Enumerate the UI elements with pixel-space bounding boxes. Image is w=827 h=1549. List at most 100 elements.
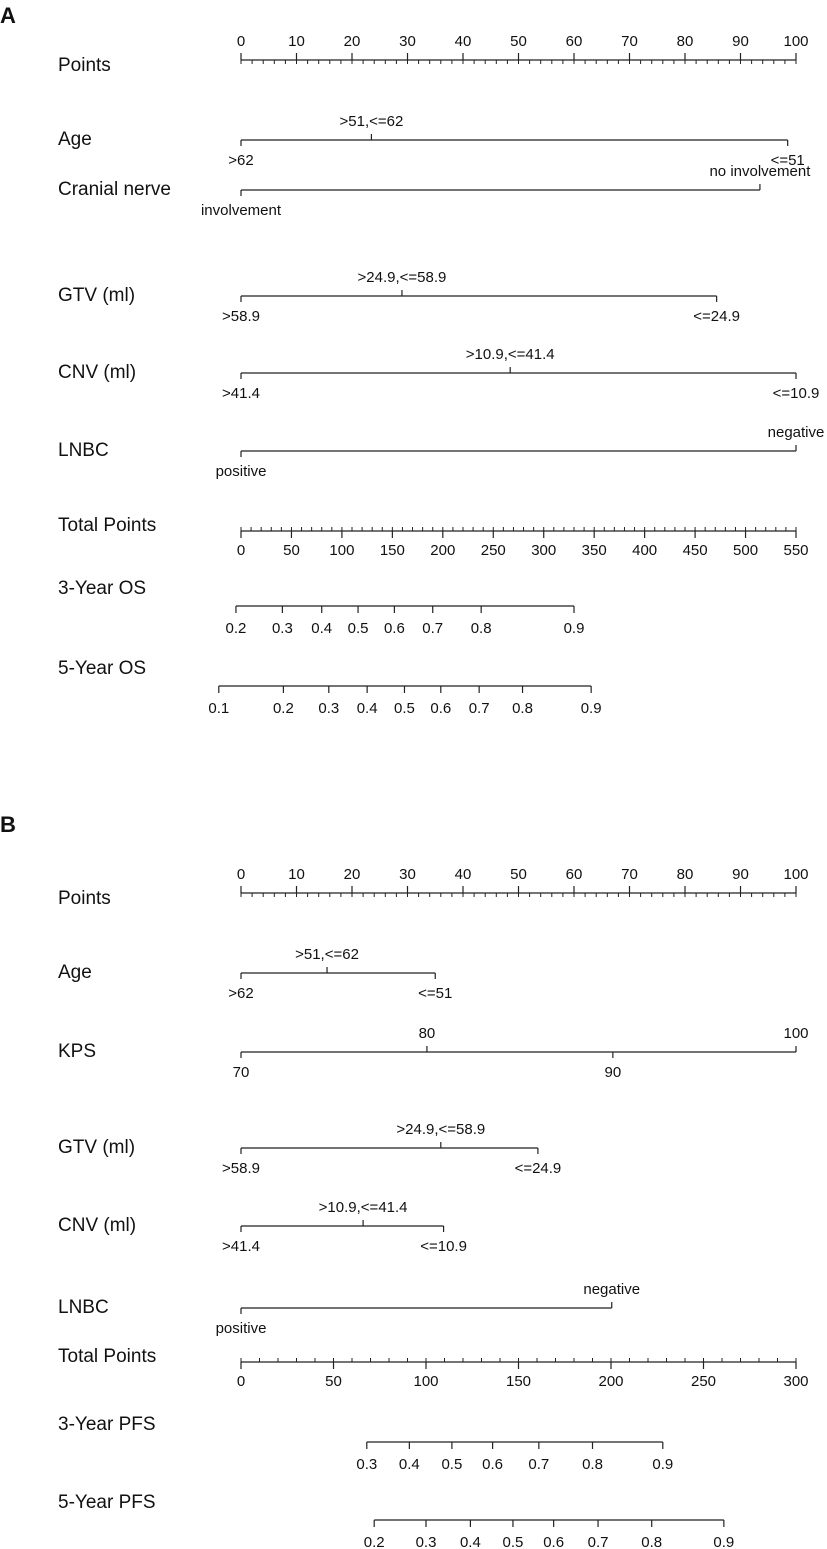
probability-label: 0.6	[482, 1456, 503, 1473]
probability-label: 0.7	[528, 1456, 549, 1473]
row-label: 3-Year OS	[58, 578, 146, 599]
row-label: Age	[58, 129, 92, 150]
level-label: <=24.9	[515, 1160, 562, 1177]
tick-label: 0	[237, 542, 245, 559]
row-cranial-nerve: Cranial nerve involvement no involvement	[58, 163, 811, 219]
tick-label: 0	[237, 1373, 245, 1390]
level-label: >24.9,<=58.9	[396, 1121, 485, 1138]
row-label: Points	[58, 888, 111, 909]
tick-label: 10	[288, 33, 305, 50]
probability-label: 0.6	[430, 700, 451, 717]
row-label: 3-Year PFS	[58, 1414, 156, 1435]
probability-label: 0.4	[399, 1456, 420, 1473]
tick-label: 300	[531, 542, 556, 559]
probability-label: 0.7	[588, 1534, 609, 1549]
probability-label: 0.5	[394, 700, 415, 717]
tick-label: 60	[566, 866, 583, 883]
tick-label: 90	[732, 866, 749, 883]
level-label: 90	[605, 1064, 622, 1081]
probability-label: 0.4	[460, 1534, 481, 1549]
probability-label: 0.5	[441, 1456, 462, 1473]
tick-label: 20	[344, 33, 361, 50]
row-label: CNV (ml)	[58, 362, 136, 383]
tick-label: 0	[237, 33, 245, 50]
tick-label: 80	[677, 33, 694, 50]
row-kps: KPS 70 80 90 100	[58, 1025, 809, 1081]
row-total-points: Total Points 0 50 100 150 200 250 300 350 400 450 5…	[58, 515, 809, 559]
probability-label: 0.9	[581, 700, 602, 717]
tick-label: 400	[632, 542, 657, 559]
probability-label: 0.7	[469, 700, 490, 717]
level-label: >62	[228, 152, 253, 169]
row-label: LNBC	[58, 440, 109, 461]
level-label: >51,<=62	[340, 113, 404, 130]
probability-label: 0.1	[208, 700, 229, 717]
probability-label: 0.4	[357, 700, 378, 717]
level-label: >62	[228, 985, 253, 1002]
tick-label: 300	[783, 1373, 808, 1390]
level-label: >41.4	[222, 1238, 260, 1255]
tick-label: 0	[237, 866, 245, 883]
tick-label: 350	[582, 542, 607, 559]
tick-label: 30	[399, 866, 416, 883]
tick-label: 250	[481, 542, 506, 559]
row-label: Points	[58, 55, 111, 76]
tick-label: 50	[510, 866, 527, 883]
row-label: 5-Year OS	[58, 658, 146, 679]
tick-label: 40	[455, 866, 472, 883]
row-5-year-os: 5-Year OS 0.1 0.2 0.3 0.4 0.5 0.6 0.7 0.8 0.9	[58, 658, 602, 717]
row-3-year-os: 3-Year OS 0.2 0.3 0.4 0.5 0.6 0.7 0.8 0.9	[58, 578, 584, 637]
tick-label: 70	[621, 33, 638, 50]
row-label: Total Points	[58, 1346, 156, 1367]
level-label: >41.4	[222, 385, 260, 402]
probability-label: 0.3	[416, 1534, 437, 1549]
row-gtv-ml: GTV (ml) >58.9 >24.9,<=58.9 <=24.9	[58, 1121, 561, 1177]
probability-label: 0.3	[318, 700, 339, 717]
probability-label: 0.3	[272, 620, 293, 637]
row-lnbc: LNBC positive negative	[58, 424, 824, 480]
probability-label: 0.9	[652, 1456, 673, 1473]
tick-label: 100	[783, 33, 808, 50]
level-label: >10.9,<=41.4	[466, 346, 555, 363]
level-label: >10.9,<=41.4	[319, 1199, 408, 1216]
row-label: KPS	[58, 1041, 96, 1062]
panel-label: A	[0, 3, 16, 28]
tick-label: 500	[733, 542, 758, 559]
row-5-year-pfs: 5-Year PFS 0.2 0.3 0.4 0.5 0.6 0.7 0.8 0.9	[58, 1492, 734, 1549]
tick-label: 50	[510, 33, 527, 50]
probability-label: 0.9	[713, 1534, 734, 1549]
level-label: <=51	[771, 152, 805, 169]
row-total-points: Total Points 0 50 100 150 200 250 300	[58, 1346, 809, 1390]
tick-label: 550	[783, 542, 808, 559]
level-label: negative	[768, 424, 825, 441]
probability-label: 0.2	[273, 700, 294, 717]
row-label: GTV (ml)	[58, 1137, 135, 1158]
row-label: LNBC	[58, 1297, 109, 1318]
probability-label: 0.6	[543, 1534, 564, 1549]
probability-label: 0.5	[348, 620, 369, 637]
tick-label: 150	[506, 1373, 531, 1390]
tick-label: 40	[455, 33, 472, 50]
tick-label: 80	[677, 866, 694, 883]
tick-label: 60	[566, 33, 583, 50]
panel-label: B	[0, 812, 16, 837]
nomogram-panel-b: B Points 0 10 20 30 40 50 60 70 80 90 100 Age >62 >51,<…	[0, 812, 809, 1549]
row-3-year-pfs: 3-Year PFS 0.3 0.4 0.5 0.6 0.7 0.8 0.9	[58, 1414, 673, 1473]
probability-label: 0.8	[471, 620, 492, 637]
row-label: 5-Year PFS	[58, 1492, 156, 1513]
probability-label: 0.2	[364, 1534, 385, 1549]
tick-label: 100	[413, 1373, 438, 1390]
tick-label: 50	[283, 542, 300, 559]
row-label: Age	[58, 962, 92, 983]
tick-label: 30	[399, 33, 416, 50]
probability-label: 0.7	[422, 620, 443, 637]
probability-label: 0.8	[582, 1456, 603, 1473]
probability-label: 0.5	[503, 1534, 524, 1549]
row-cnv-ml: CNV (ml) >41.4 >10.9,<=41.4 <=10.9	[58, 346, 819, 402]
row-points: Points 0 10 20 30 40 50 60 70 80 90 100	[58, 866, 809, 909]
level-label: <=51	[418, 985, 452, 1002]
probability-label: 0.9	[564, 620, 585, 637]
level-label: 80	[419, 1025, 436, 1042]
tick-label: 450	[683, 542, 708, 559]
